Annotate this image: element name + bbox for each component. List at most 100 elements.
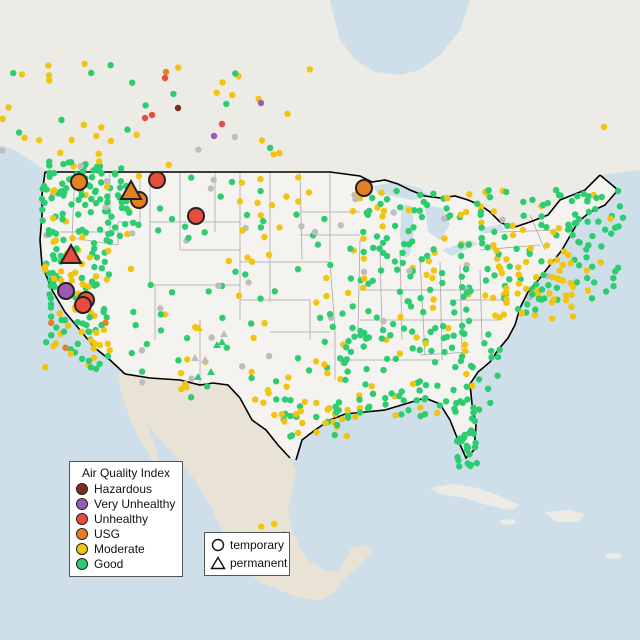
monitor-dot (524, 301, 531, 308)
monitor-dot (467, 362, 475, 370)
monitor-dot (91, 245, 98, 252)
monitor-dot (97, 196, 104, 203)
monitor-dot (413, 334, 420, 341)
monitor-dot (218, 120, 226, 128)
monitor-dot (571, 220, 578, 227)
legend-title: Air Quality Index (81, 466, 171, 480)
monitor-dot (161, 74, 169, 82)
monitor-dot (444, 194, 451, 202)
monitor-dot (484, 244, 491, 251)
good-swatch (76, 558, 88, 570)
baja-california (118, 374, 160, 466)
monitor-dot (427, 286, 434, 293)
monitor-dot (96, 226, 104, 233)
monitor-dot (47, 301, 55, 308)
monitor-dot (379, 213, 386, 220)
monitor-dot (576, 239, 583, 246)
monitor-dot (122, 221, 129, 228)
monitor-dot (360, 228, 367, 236)
monitor-dot (583, 254, 590, 261)
monitor-dot (514, 305, 522, 313)
monitor-dot (619, 214, 627, 221)
monitor-dot (91, 263, 98, 271)
monitor-dot (610, 275, 617, 282)
monitor-dot (292, 411, 300, 418)
monitor-dot (550, 228, 557, 236)
monitor-dot (287, 412, 294, 420)
monitor-dot (107, 61, 114, 69)
monitor-dot (91, 282, 98, 289)
monitor-dot (547, 258, 554, 265)
monitor-dot (457, 252, 465, 260)
monitor-dot (466, 191, 473, 198)
monitor-dot (569, 313, 577, 320)
hispaniola (545, 510, 585, 522)
monitor-dot (555, 225, 563, 232)
shape-legend: temporary permanent (204, 532, 290, 576)
monitor-dot (370, 244, 377, 251)
monitor-dot (539, 201, 547, 209)
monitor-dot (48, 195, 55, 202)
monitor-dot (75, 228, 82, 235)
monitor-dot (538, 286, 546, 293)
monitor-dot (248, 320, 255, 327)
monitor-dot (434, 409, 441, 417)
monitor-dot (10, 69, 17, 77)
permanent-monitor-dot (213, 341, 221, 348)
monitor-dot (182, 380, 189, 388)
monitor-dot (294, 266, 302, 273)
monitor-dot (88, 174, 96, 181)
monitor-dot (103, 237, 110, 244)
monitor-dot (466, 429, 473, 437)
monitor-dot (602, 288, 610, 295)
monitor-dot (100, 326, 108, 333)
monitor-dot (360, 343, 367, 350)
monitor-dot (50, 170, 58, 177)
legend-label: Hazardous (94, 482, 153, 496)
monitor-dot (67, 159, 75, 166)
monitor-dot (260, 399, 267, 406)
canada-land (0, 0, 640, 228)
legend-item-temporary: temporary (210, 538, 284, 552)
monitor-dot (450, 299, 457, 307)
monitor-dot (42, 266, 49, 273)
lake-superior (372, 182, 430, 200)
monitor-dot (92, 187, 99, 194)
monitor-dot (466, 451, 473, 458)
monitor-dot (42, 339, 50, 346)
monitor-dot (361, 329, 368, 337)
monitor-dot (165, 161, 172, 169)
monitor-dot (418, 213, 426, 221)
legend-label: permanent (230, 556, 288, 570)
monitor-dot (321, 338, 328, 345)
monitor-dot (294, 429, 302, 437)
permanent-monitor-dot (194, 373, 202, 380)
monitor-dot (141, 114, 149, 122)
monitor-dot (51, 187, 58, 194)
monitor-dot (416, 387, 423, 394)
monitor-dot (53, 246, 60, 253)
monitor-dot (489, 294, 497, 302)
monitor-dot (434, 382, 441, 389)
monitor-markers (0, 60, 627, 558)
monitor-dot (51, 283, 58, 290)
monitor-dot (377, 200, 384, 208)
monitor-dot (132, 322, 139, 329)
monitor-dot (421, 396, 428, 403)
monitor-dot (181, 223, 189, 230)
monitor-dot (260, 217, 267, 225)
monitor-dot (273, 396, 280, 403)
monitor-dot (478, 240, 486, 247)
monitor-dot (478, 234, 486, 242)
monitor-dot (363, 365, 370, 373)
monitor-dot (49, 252, 57, 259)
monitor-dot (343, 432, 350, 440)
monitor-dot (215, 282, 222, 289)
monitor-dot (409, 345, 416, 352)
monitor-dot (57, 252, 65, 260)
legend-label: Unhealthy (94, 512, 149, 526)
temporary-monitor-marker (57, 282, 75, 300)
monitor-dot (585, 242, 592, 249)
monitor-dot (592, 205, 599, 213)
monitor-dot (207, 185, 215, 192)
